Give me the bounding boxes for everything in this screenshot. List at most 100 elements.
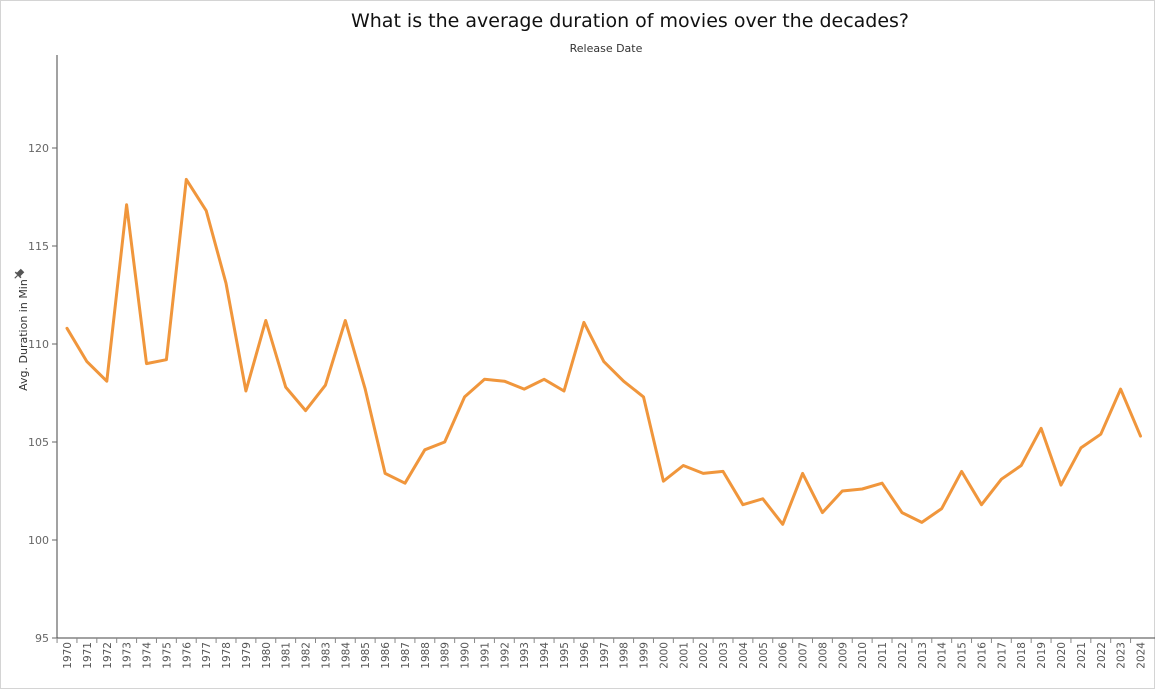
y-axis-title-group: Avg. Duration in Min	[17, 279, 30, 391]
x-tick-label: 1987	[400, 642, 412, 669]
x-tick-label: 2020	[1056, 642, 1068, 669]
data-point[interactable]	[896, 507, 908, 519]
x-tick-label: 2003	[718, 642, 730, 669]
x-tick-label: 2010	[857, 642, 869, 669]
x-tick-label: 1988	[420, 642, 432, 669]
x-tick-label: 2002	[698, 642, 710, 669]
data-point[interactable]	[836, 485, 848, 497]
x-tick-label: 1979	[241, 642, 253, 669]
data-point[interactable]	[240, 385, 252, 397]
x-tick-label: 2001	[678, 642, 690, 669]
x-tick-label: 2015	[957, 642, 969, 669]
x-tick-label: 1980	[261, 642, 273, 669]
data-point[interactable]	[220, 277, 232, 289]
x-tick-label: 1996	[579, 642, 591, 669]
data-point[interactable]	[479, 373, 491, 385]
data-point[interactable]	[1115, 383, 1127, 395]
x-tick-label: 1978	[221, 642, 233, 669]
y-tick-label: 100	[28, 534, 49, 547]
x-tick-label: 1985	[360, 642, 372, 669]
data-point[interactable]	[976, 499, 988, 511]
data-point[interactable]	[61, 322, 73, 334]
data-point[interactable]	[1075, 442, 1087, 454]
data-point[interactable]	[1035, 422, 1047, 434]
data-point[interactable]	[300, 405, 312, 417]
data-point[interactable]	[459, 391, 471, 403]
data-point[interactable]	[558, 385, 570, 397]
x-tick-label: 1994	[539, 642, 551, 669]
x-tick-label: 2011	[877, 642, 889, 669]
x-tick-label: 1989	[440, 642, 452, 669]
data-point[interactable]	[737, 499, 749, 511]
x-tick-label: 2024	[1136, 642, 1148, 669]
data-point[interactable]	[439, 436, 451, 448]
data-point[interactable]	[339, 315, 351, 327]
data-point[interactable]	[260, 315, 272, 327]
x-tick-label: 2009	[837, 642, 849, 669]
x-tick-label: 2012	[897, 642, 909, 669]
data-point[interactable]	[379, 467, 391, 479]
data-point[interactable]	[995, 473, 1007, 485]
x-axis-title: Release Date	[569, 42, 643, 55]
data-point[interactable]	[1095, 428, 1107, 440]
data-point[interactable]	[160, 354, 172, 366]
x-tick-label: 1981	[281, 642, 293, 669]
x-tick-label: 1982	[301, 642, 313, 669]
x-tick-label: 1971	[82, 642, 94, 669]
x-tick-label: 1983	[320, 642, 332, 669]
data-point[interactable]	[956, 465, 968, 477]
data-point[interactable]	[797, 467, 809, 479]
data-point[interactable]	[876, 477, 888, 489]
data-point[interactable]	[777, 518, 789, 530]
x-tick-label: 2023	[1116, 642, 1128, 669]
data-point[interactable]	[141, 358, 153, 370]
x-tick-label: 1972	[102, 642, 114, 669]
data-point[interactable]	[657, 475, 669, 487]
y-axis-title: Avg. Duration in Min	[17, 279, 30, 391]
data-point[interactable]	[280, 381, 292, 393]
x-tick-label: 2014	[937, 642, 949, 669]
data-point[interactable]	[399, 477, 411, 489]
data-point[interactable]	[1015, 460, 1027, 472]
data-point[interactable]	[419, 444, 431, 456]
data-point[interactable]	[856, 483, 868, 495]
data-point[interactable]	[81, 356, 93, 368]
data-point[interactable]	[598, 356, 610, 368]
data-point[interactable]	[638, 391, 650, 403]
x-tick-label: 2019	[1036, 642, 1048, 669]
data-point[interactable]	[498, 375, 510, 387]
x-tick-label: 1998	[619, 642, 631, 669]
data-point[interactable]	[677, 460, 689, 472]
x-tick-label: 2007	[798, 642, 810, 669]
data-point[interactable]	[1055, 479, 1067, 491]
data-point[interactable]	[359, 383, 371, 395]
x-tick-label: 1974	[142, 642, 154, 669]
x-tick-label: 1973	[122, 642, 134, 669]
x-tick-label: 2000	[658, 642, 670, 669]
data-point[interactable]	[121, 199, 133, 211]
data-point[interactable]	[578, 316, 590, 328]
x-tick-label: 1997	[599, 642, 611, 669]
data-point[interactable]	[101, 375, 113, 387]
data-point[interactable]	[538, 373, 550, 385]
data-point[interactable]	[200, 205, 212, 217]
data-point[interactable]	[319, 379, 331, 391]
data-point[interactable]	[717, 465, 729, 477]
x-tick-label: 1991	[479, 642, 491, 669]
x-tick-label: 1999	[639, 642, 651, 669]
data-point[interactable]	[697, 467, 709, 479]
data-point[interactable]	[518, 383, 530, 395]
x-tick-label: 1995	[559, 642, 571, 669]
data-point[interactable]	[1135, 430, 1147, 442]
data-point[interactable]	[180, 173, 192, 185]
x-tick-label: 2005	[758, 642, 770, 669]
data-point[interactable]	[618, 375, 630, 387]
y-tick-label: 95	[35, 632, 49, 645]
data-point[interactable]	[936, 503, 948, 515]
x-tick-label: 2006	[778, 642, 790, 669]
data-point[interactable]	[816, 507, 828, 519]
data-point[interactable]	[757, 493, 769, 505]
data-point[interactable]	[916, 516, 928, 528]
pin-icon[interactable]	[12, 268, 25, 281]
